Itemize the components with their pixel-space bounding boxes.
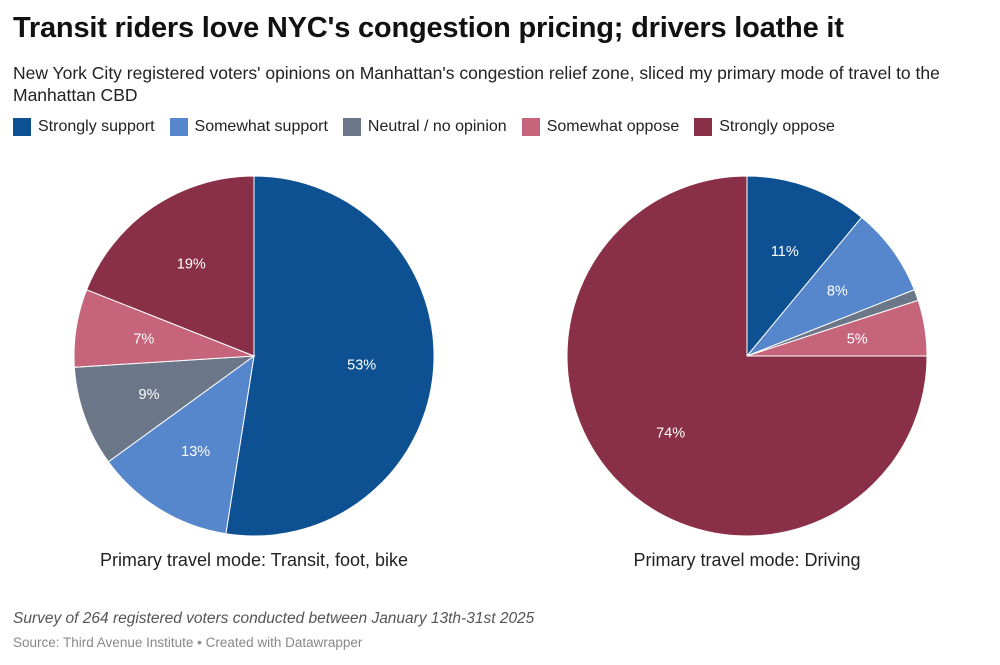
pie-slice-strongly-oppose: [566, 175, 928, 537]
legend: Strongly support Somewhat support Neutral …: [13, 117, 850, 137]
pie-chart-0: 53% 13% 9% 7% 19% Primary travel mode: Transi…: [73, 175, 435, 570]
slice-data-label: 13%: [181, 444, 210, 460]
pie-slice-somewhat-support: [746, 216, 916, 357]
legend-swatch: [694, 118, 713, 136]
chart-title: Transit riders love NYC's congestion pri…: [13, 12, 844, 44]
source-line: Source: Third Avenue Institute • Created…: [13, 635, 363, 650]
chart-caption: Primary travel mode: Driving: [633, 550, 860, 570]
legend-item-4: Strongly oppose: [694, 118, 835, 136]
chart-subtitle: New York City registered voters' opinion…: [13, 63, 940, 105]
chart-caption: Primary travel mode: Transit, foot, bike: [100, 550, 408, 570]
legend-item-3: Somewhat oppose: [521, 118, 680, 136]
pie-slice-neutral-no-opinion: [73, 355, 256, 463]
slice-data-label: 5%: [847, 332, 868, 348]
pie-slice-strongly-oppose: [85, 175, 255, 357]
legend-swatch: [521, 118, 540, 136]
pie-slice-somewhat-support: [107, 354, 255, 535]
slice-data-label: 7%: [133, 332, 154, 348]
legend-label: Strongly oppose: [719, 118, 835, 135]
slice-data-label: 19%: [177, 257, 206, 273]
legend-swatch: [169, 118, 188, 136]
legend-swatch: [342, 118, 361, 136]
legend-item-0: Strongly support: [13, 118, 155, 136]
pie-slice-strongly-support: [746, 175, 863, 358]
pie-slice-strongly-support: [225, 175, 435, 537]
legend-label: Neutral / no opinion: [367, 118, 507, 135]
slice-data-label: 9%: [139, 387, 160, 403]
slice-data-label: 11%: [771, 244, 799, 260]
legend-label: Somewhat oppose: [546, 118, 680, 135]
legend-label: Strongly support: [38, 118, 155, 135]
slice-data-label: 53%: [347, 358, 376, 374]
legend-label: Somewhat support: [194, 118, 328, 135]
pie-charts: 53% 13% 9% 7% 19% Primary travel mode: Transi…: [73, 175, 928, 570]
slice-data-label: 8%: [827, 283, 848, 299]
survey-note: Survey of 264 registered voters conducte…: [13, 610, 535, 627]
legend-item-2: Neutral / no opinion: [342, 118, 507, 136]
pie-chart-1: 11% 8% 5% 74% Primary travel mode: Driving: [566, 175, 928, 570]
legend-swatch: [13, 118, 31, 136]
legend-item-1: Somewhat support: [169, 118, 328, 136]
slice-data-label: 74%: [656, 425, 685, 441]
